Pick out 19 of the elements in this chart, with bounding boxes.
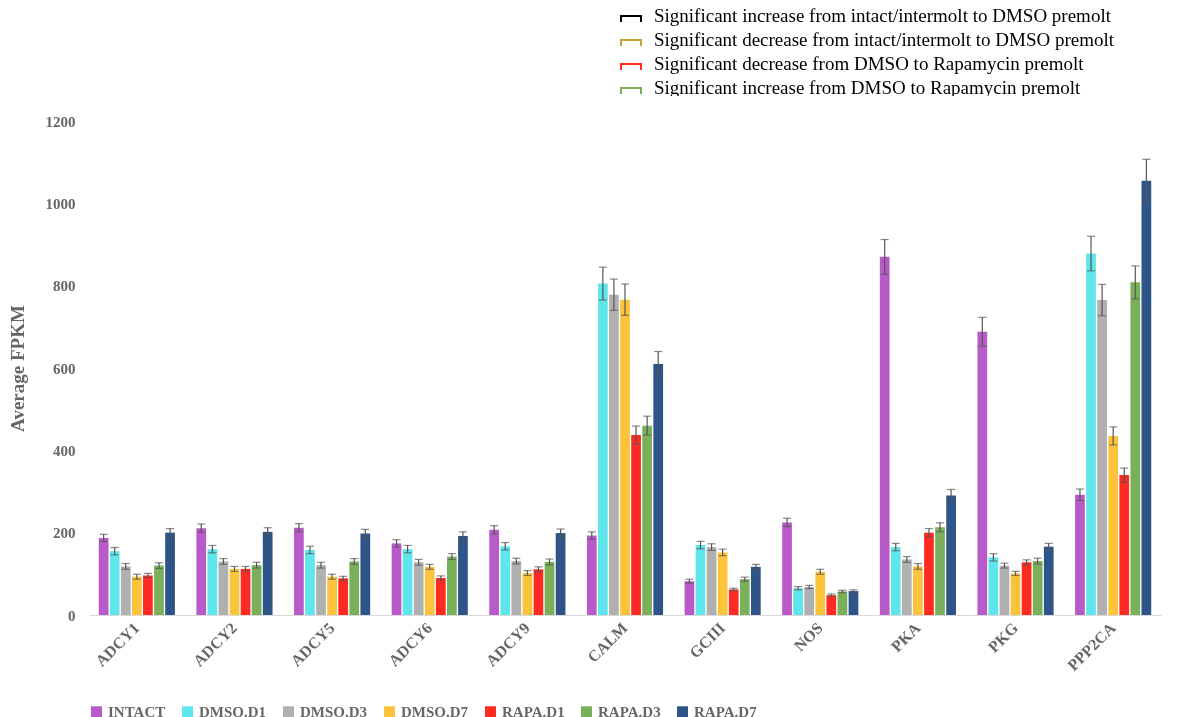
legend-label: DMSO.D7 — [401, 703, 469, 717]
y-tick-label: 400 — [53, 442, 76, 459]
legend-label: INTACT — [108, 703, 166, 717]
y-tick-label: 200 — [53, 525, 76, 542]
y-axis-title: Average FPKM — [6, 305, 28, 432]
y-tick-label: 600 — [53, 360, 76, 377]
y-tick-label: 0 — [68, 607, 76, 624]
text: Significant decrease from intact/intermolt to DMSO premolt — [654, 28, 1115, 52]
y-tick-label: 800 — [53, 278, 76, 295]
legend-label: RAPA.D1 — [502, 703, 565, 717]
text: Significant increase from intact/intermolt to DMSO premolt — [654, 4, 1111, 28]
y-tick-label: 1200 — [45, 113, 76, 130]
legend-label: RAPA.D7 — [694, 703, 758, 717]
legend-label: DMSO.D1 — [199, 703, 267, 717]
y-tick-label: 1000 — [45, 195, 76, 212]
legend-label: RAPA.D3 — [598, 703, 661, 717]
legend-label: DMSO.D3 — [300, 703, 368, 717]
text: Significant decrease from DMSO to Rapamycin premolt — [654, 52, 1084, 76]
text: Significant increase from DMSO to Rapamycin premolt — [654, 76, 1081, 100]
